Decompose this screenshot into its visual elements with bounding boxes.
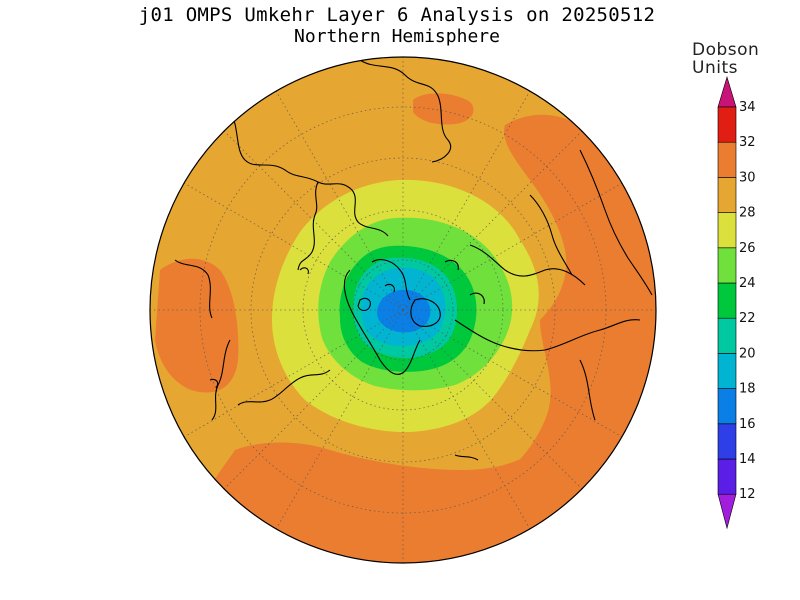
- ozone-field: [150, 57, 656, 563]
- field-30-32-siberia: [413, 93, 474, 125]
- colorbar-tick-label: 34: [739, 100, 756, 115]
- colorbar-tick-label: 32: [739, 135, 756, 150]
- colorbar-tick-label: 16: [739, 417, 756, 432]
- colorbar-boxes: [717, 75, 737, 530]
- field-30-32-pacific: [300, 114, 656, 563]
- map-subtitle: Northern Hemisphere: [294, 26, 500, 47]
- colorbar-high-cap: [717, 75, 737, 108]
- coastlines: [174, 59, 653, 461]
- colorbar-tick-label: 26: [739, 241, 756, 256]
- colorbar-box: [717, 317, 737, 354]
- colorbar-tick-label: 24: [739, 276, 756, 291]
- colorbar-ticks: 12 14 16 18 20 22 24 26 28 30 32 34: [739, 100, 756, 502]
- colorbar-tick-label: 22: [739, 311, 756, 326]
- colorbar-box: [717, 388, 737, 425]
- colorbar-box: [717, 106, 737, 143]
- colorbar-tick-label: 12: [739, 487, 756, 502]
- colorbar-tick-label: 18: [739, 382, 756, 397]
- colorbar-low-cap: [717, 493, 737, 530]
- unit-label-line1: Dobson: [692, 40, 760, 60]
- colorbar-box: [717, 141, 737, 178]
- colorbar-box: [717, 458, 737, 495]
- map-boundary: [149, 56, 657, 564]
- colorbar-box: [717, 177, 737, 213]
- colorbar-tick-label: 14: [739, 452, 756, 467]
- colorbar-box: [717, 212, 737, 249]
- field-30-32-south: [200, 440, 600, 560]
- colorbar-box: [717, 353, 737, 389]
- unit-label-line2: Units: [692, 58, 738, 78]
- title-block: j01 OMPS Umkehr Layer 6 Analysis on 2025…: [0, 4, 800, 48]
- colorbar-tick-label: 30: [739, 170, 756, 185]
- colorbar-tick-label: 28: [739, 206, 756, 221]
- colorbar-tick-label: 20: [739, 346, 756, 361]
- field-30-32-atlantic: [155, 258, 239, 393]
- map-title: j01 OMPS Umkehr Layer 6 Analysis on 2025…: [138, 4, 656, 26]
- colorbar-box: [717, 247, 737, 284]
- colorbar-box: [717, 423, 737, 460]
- colorbar-box: [717, 282, 737, 319]
